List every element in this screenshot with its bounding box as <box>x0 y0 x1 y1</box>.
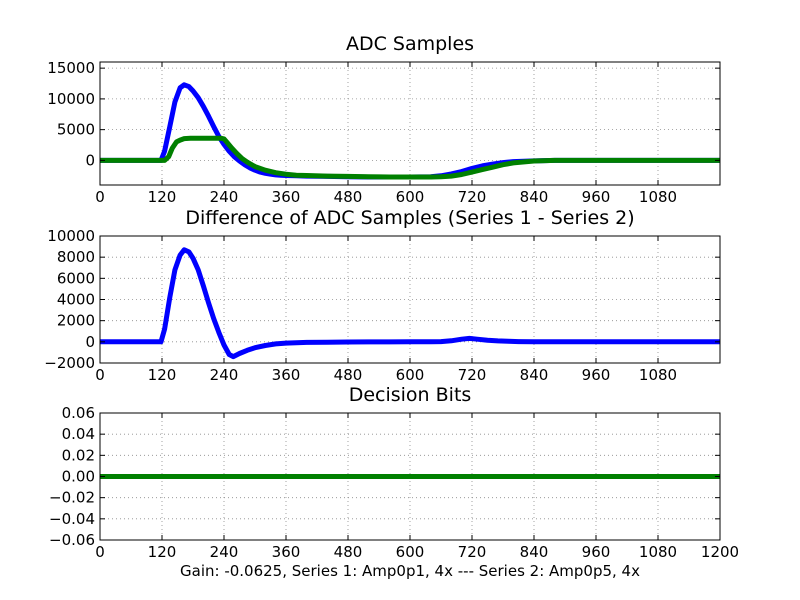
x-tick-label: 720 <box>458 366 487 384</box>
x-tick-label: 600 <box>396 366 425 384</box>
x-tick-label: 840 <box>520 188 549 206</box>
x-tick-label: 600 <box>396 543 425 561</box>
x-tick-label: 360 <box>272 188 301 206</box>
x-tick-label: 360 <box>272 543 301 561</box>
y-tick-label: 0.02 <box>62 446 95 464</box>
x-tick-label: 120 <box>148 543 177 561</box>
y-tick-label: −0.04 <box>49 510 95 528</box>
subplot-3: Decision Bits 0 120 240 360 480 600 720 840 960 10… <box>49 384 739 561</box>
x-tick-label: 720 <box>458 543 487 561</box>
series-line-1 <box>100 82 720 180</box>
y-tick-label: −0.02 <box>49 489 95 507</box>
y-tick-label: 2000 <box>57 312 95 330</box>
y-tick-label: 6000 <box>57 269 95 287</box>
x-tick-label: 840 <box>520 366 549 384</box>
x-tick-label: 240 <box>210 188 239 206</box>
y-tick-label: 15000 <box>47 59 95 77</box>
x-tick-label: 1080 <box>639 366 677 384</box>
y-tick-label: 0 <box>85 151 95 169</box>
chart-title: Decision Bits <box>349 384 472 406</box>
x-tick-label: 0 <box>95 366 105 384</box>
x-tick-label: 720 <box>458 188 487 206</box>
subplot-1: ADC Samples 0 120 240 360 480 600 720 840 960 1080… <box>47 33 721 206</box>
x-tick-label: 120 <box>148 366 177 384</box>
chart-title: ADC Samples <box>346 33 474 55</box>
subplot-2: Difference of ADC Samples (Series 1 - Se… <box>44 207 721 384</box>
figure-caption: Gain: -0.0625, Series 1: Amp0p1, 4x --- … <box>180 562 640 580</box>
chart-title: Difference of ADC Samples (Series 1 - Se… <box>185 207 634 229</box>
y-tick-label: 5000 <box>57 121 95 139</box>
subplots: ADC Samples 0 120 240 360 480 600 720 840 960 1080… <box>44 33 739 561</box>
x-tick-label: 0 <box>95 188 105 206</box>
y-tick-label: 0 <box>85 333 95 351</box>
x-tick-label: 600 <box>396 188 425 206</box>
x-tick-label: 360 <box>272 366 301 384</box>
y-tick-label: 10000 <box>47 227 95 245</box>
x-tick-label: 480 <box>334 543 363 561</box>
x-tick-label: 960 <box>582 366 611 384</box>
x-tick-label: 960 <box>582 188 611 206</box>
y-tick-label: 0.06 <box>62 404 95 422</box>
x-tick-label: 240 <box>210 366 239 384</box>
y-tick-label: −2000 <box>44 354 95 372</box>
x-tick-label: 0 <box>95 543 105 561</box>
y-tick-label: 4000 <box>57 291 95 309</box>
x-tick-label: 1200 <box>701 543 739 561</box>
y-tick-label: 0.00 <box>62 468 95 486</box>
x-tick-label: 1080 <box>639 543 677 561</box>
y-tick-label: 8000 <box>57 248 95 266</box>
x-tick-label: 840 <box>520 543 549 561</box>
series-line-1 <box>100 247 720 360</box>
y-tick-label: 0.04 <box>62 425 95 443</box>
x-tick-label: 240 <box>210 543 239 561</box>
series-line-2 <box>100 135 720 180</box>
x-tick-label: 960 <box>582 543 611 561</box>
x-tick-label: 480 <box>334 366 363 384</box>
x-tick-label: 120 <box>148 188 177 206</box>
x-tick-label: 1080 <box>639 188 677 206</box>
y-tick-label: −0.06 <box>49 531 95 549</box>
x-tick-label: 480 <box>334 188 363 206</box>
y-tick-label: 10000 <box>47 90 95 108</box>
